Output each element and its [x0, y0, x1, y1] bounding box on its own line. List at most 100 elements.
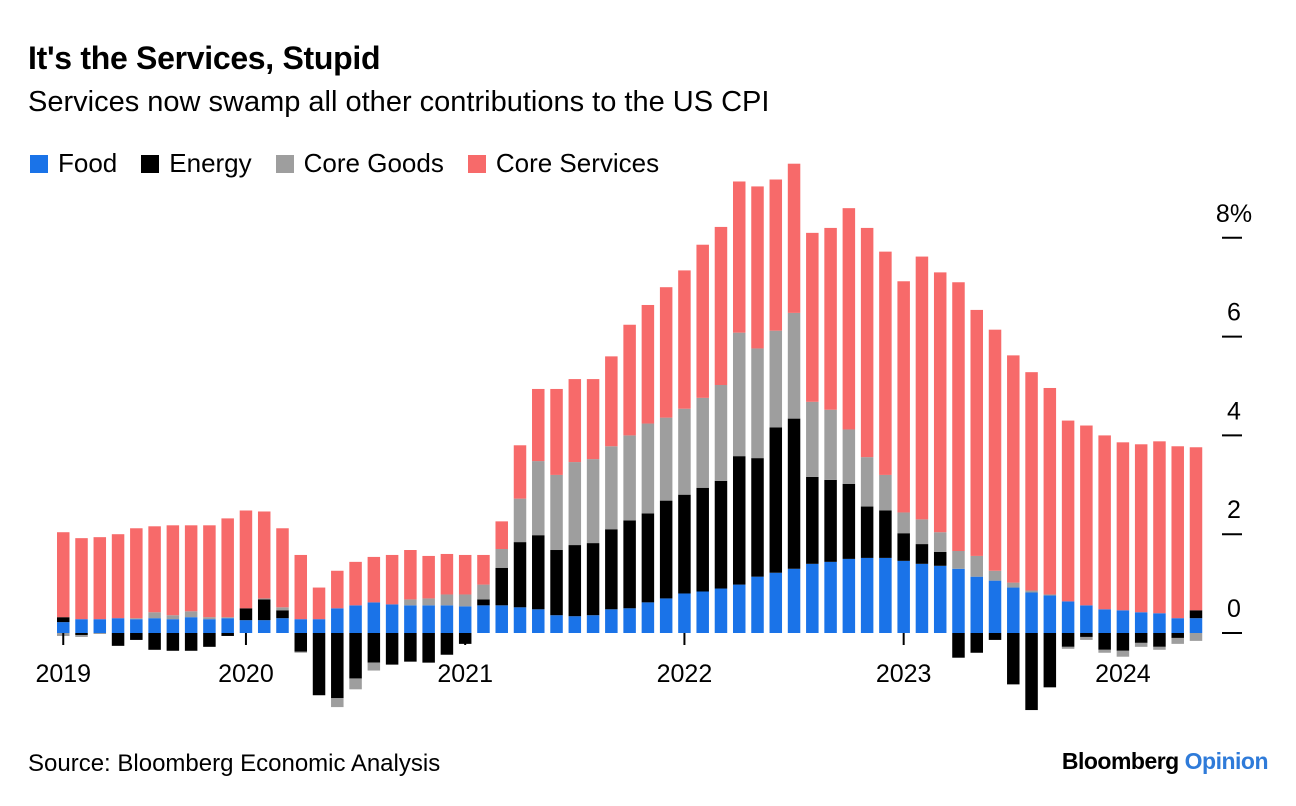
bar-segment-energy: [751, 458, 764, 577]
bar-segment-core-services: [586, 379, 600, 460]
bar-segment-core-services: [769, 179, 783, 331]
bar-segment-core-goods: [130, 618, 143, 620]
bar-segment-core-services: [422, 555, 435, 599]
bar-segment-core-services: [623, 324, 636, 436]
bar-segment-core-services: [495, 521, 508, 550]
bar-segment-core-services: [751, 186, 764, 349]
bar-segment-energy: [806, 476, 819, 564]
x-tick-label: 2022: [657, 660, 713, 688]
bar-segment-core-goods: [75, 634, 88, 637]
bar-segment-core-goods: [550, 474, 563, 551]
bar-segment-food: [659, 598, 673, 633]
bar-segment-core-services: [404, 550, 417, 600]
bar-segment-core-goods: [824, 409, 837, 480]
bar-segment-core-goods: [933, 532, 947, 552]
bar-segment-energy: [787, 418, 801, 569]
bar-segment-energy: [75, 633, 88, 635]
bar-segment-energy: [1061, 633, 1075, 647]
bar-segment-food: [586, 615, 600, 633]
bar-segment-core-goods: [714, 385, 728, 481]
bar-segment-core-services: [605, 356, 618, 447]
bar-segment-food: [93, 619, 107, 633]
bar-segment-food: [1025, 592, 1038, 633]
bar-segment-food: [568, 616, 582, 633]
legend-label-core-services: Core Services: [495, 148, 660, 178]
bar-segment-core-services: [1098, 435, 1111, 610]
bar-segment-energy: [769, 427, 783, 573]
y-tick-label: 6: [1227, 299, 1241, 327]
bar-segment-food: [1080, 605, 1093, 633]
bar-segment-energy: [915, 544, 929, 564]
bar-segment-core-goods: [349, 678, 362, 690]
bar-segment-energy: [568, 545, 582, 617]
bar-segment-food: [988, 580, 1002, 633]
bar-segment-energy: [714, 480, 728, 589]
bar-segment-food: [130, 619, 143, 633]
bar-segment-core-goods: [367, 662, 381, 671]
bar-segment-energy: [331, 633, 344, 699]
bar-segment-core-services: [477, 554, 490, 585]
bar-segment-core-goods: [532, 461, 545, 536]
bar-segment-energy: [349, 633, 362, 679]
bar-segment-core-goods: [1025, 590, 1038, 593]
bar-segment-core-goods: [203, 617, 216, 620]
bar-segment-food: [915, 563, 929, 633]
y-axis: 8% 6 4 2 0: [1216, 200, 1252, 634]
bar-segment-food: [605, 609, 618, 633]
bar-segment-food: [769, 572, 783, 633]
bar-segment-food: [550, 615, 563, 633]
bar-segment-energy: [294, 633, 308, 652]
bar-segment-energy: [897, 533, 910, 561]
bar-segment-core-goods: [1189, 633, 1203, 641]
bar-segment-core-services: [166, 525, 180, 616]
bar-segment-core-services: [787, 163, 801, 313]
bar-segment-energy: [203, 633, 216, 647]
bar-segment-food: [404, 605, 417, 633]
bar-segment-energy: [111, 633, 125, 646]
bar-segment-food: [184, 617, 198, 633]
bar-segment-food: [952, 568, 965, 633]
bar-segment-energy: [312, 633, 326, 696]
legend-label-core-goods: Core Goods: [303, 148, 444, 178]
bar-segment-food: [1134, 612, 1148, 633]
bar-segment-core-goods: [1098, 649, 1111, 653]
bar-segment-food: [933, 565, 947, 633]
bar-segment-energy: [623, 520, 636, 609]
bar-segment-food: [239, 620, 253, 633]
bar-segment-food: [1043, 595, 1057, 633]
bar-segment-core-goods: [294, 651, 308, 653]
bar-segment-core-goods: [879, 474, 892, 511]
bar-segment-energy: [952, 633, 965, 658]
legend-item-core-goods: Core Goods: [275, 148, 444, 179]
bar-segment-food: [440, 605, 454, 633]
bar-segment-core-goods: [641, 423, 655, 514]
bar-segment-food: [970, 576, 983, 633]
bar-segment-energy: [130, 633, 143, 640]
bar-segment-core-services: [659, 287, 673, 418]
bar-segment-core-services: [824, 227, 837, 410]
bar-segment-energy: [367, 633, 381, 663]
bar-segment-core-services: [111, 534, 125, 619]
bar-segment-core-services: [203, 525, 216, 618]
brand-name: Bloomberg: [1061, 748, 1179, 774]
bar-segment-core-goods: [659, 417, 673, 501]
x-tick-label: 2019: [35, 660, 91, 688]
bar-segment-core-services: [1080, 425, 1093, 606]
bar-segment-energy: [57, 617, 70, 623]
bar-segment-core-services: [879, 251, 892, 475]
bar-segment-core-goods: [513, 498, 527, 543]
bar-segment-energy: [1043, 633, 1057, 688]
bar-segment-energy: [422, 633, 435, 663]
bar-segment-food: [294, 619, 308, 633]
legend-swatch-core-services: [467, 154, 486, 173]
bar-segment-food: [385, 604, 399, 633]
bar-segment-energy: [879, 510, 892, 558]
bar-segment-core-goods: [970, 555, 983, 577]
chart-title: It's the Services, Stupid: [28, 40, 381, 76]
bar-segment-energy: [1189, 610, 1203, 619]
bar-segment-food: [166, 619, 180, 633]
bar-segment-food: [1171, 618, 1184, 633]
bar-segment-core-services: [933, 272, 947, 533]
bar-segment-core-services: [130, 528, 143, 619]
bar-segment-core-services: [988, 329, 1002, 571]
